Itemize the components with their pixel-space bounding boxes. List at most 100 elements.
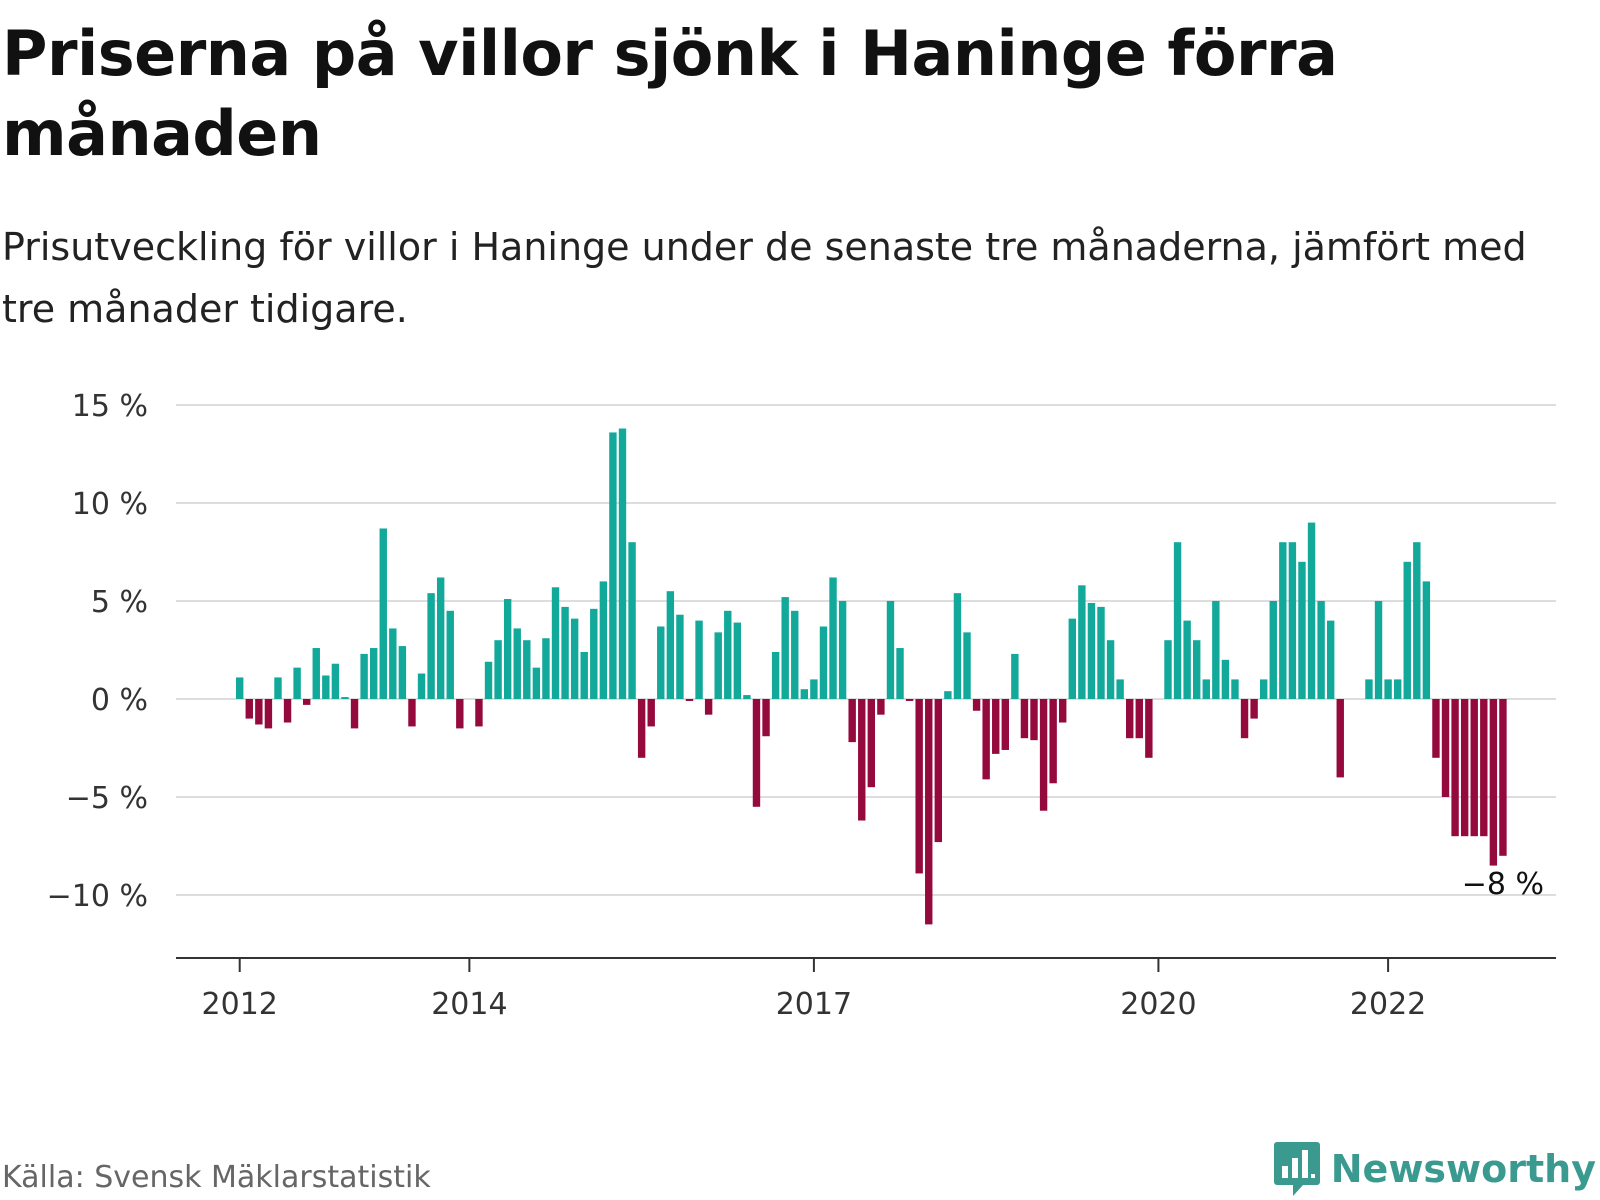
bar [1489, 699, 1498, 866]
bar [283, 699, 292, 723]
bar [1269, 601, 1277, 699]
bar [781, 597, 789, 699]
bar [1135, 699, 1143, 739]
bar [1470, 699, 1478, 837]
bar [1460, 699, 1469, 837]
bar [1240, 699, 1249, 739]
bar [532, 667, 541, 699]
bar [1049, 699, 1057, 784]
bar [1221, 659, 1230, 699]
bar [302, 699, 311, 705]
bar [618, 428, 627, 699]
bar [1020, 699, 1029, 739]
bar [1480, 699, 1488, 837]
bar [771, 651, 780, 699]
data-labels: −8 % [1462, 867, 1544, 902]
bar [1183, 620, 1191, 699]
bar [551, 587, 560, 699]
y-axis-ticks: 15 % 10 % 5 % 0 % −5 % −10 % [47, 389, 148, 914]
x-tick-label: 2020 [1120, 987, 1196, 1020]
x-tick-label: 2017 [776, 987, 852, 1020]
bar [1164, 640, 1172, 699]
x-tick-label: 2014 [431, 987, 507, 1020]
bar [1413, 542, 1421, 699]
bar [609, 432, 617, 699]
bar [1288, 542, 1297, 699]
bar [312, 648, 320, 699]
chart-subtitle: Prisutveckling för villor i Haninge unde… [2, 225, 1527, 331]
x-tick-label: 2022 [1350, 987, 1426, 1020]
bars [236, 428, 1507, 925]
bar [1106, 640, 1115, 699]
bar [1384, 679, 1392, 699]
bar [982, 699, 990, 780]
bar [1259, 679, 1268, 699]
bar [685, 699, 694, 701]
bar [915, 699, 923, 874]
bar [743, 695, 751, 699]
bar [561, 606, 569, 699]
bar [456, 699, 464, 729]
bar [1336, 699, 1344, 778]
bar [1307, 522, 1316, 699]
bar [398, 646, 407, 699]
bar [1212, 601, 1220, 699]
bar [1193, 640, 1201, 699]
bar [1030, 699, 1038, 741]
bar [724, 610, 732, 699]
bar [944, 691, 952, 699]
bar [446, 610, 454, 699]
bar [1393, 679, 1402, 699]
y-tick-label: −5 % [66, 781, 148, 816]
bar [637, 699, 646, 758]
bar [992, 699, 1000, 754]
x-axis: 2012 2014 2017 2020 2022 [176, 957, 1556, 1020]
bar [236, 677, 244, 699]
bar [293, 667, 301, 699]
bar [484, 661, 493, 699]
bar [1441, 699, 1450, 797]
bar [1231, 679, 1239, 699]
bar [877, 699, 885, 715]
bar [1451, 699, 1459, 837]
bar [427, 593, 435, 699]
bar [1374, 601, 1383, 699]
y-tick-label: 5 % [91, 585, 148, 620]
bar [417, 673, 426, 699]
bar [1116, 679, 1124, 699]
bar [322, 675, 330, 699]
brand-logo: Newsworthy [1273, 1140, 1596, 1198]
bar [599, 581, 608, 699]
bar [350, 699, 359, 729]
bar [925, 699, 933, 925]
bar [1078, 585, 1086, 699]
bar [676, 614, 684, 699]
bar [503, 599, 512, 699]
bar [245, 699, 253, 719]
bar [1068, 618, 1076, 699]
bar [1326, 620, 1335, 699]
bar [542, 638, 550, 699]
bar [963, 632, 971, 699]
bar [389, 628, 397, 699]
bar [896, 648, 904, 699]
bar [733, 622, 742, 699]
bar [647, 699, 655, 727]
bar [838, 601, 847, 699]
bar [331, 663, 340, 699]
chart-title: Priserna på villor sjönk i Haninge förra… [2, 17, 1338, 170]
bar [810, 679, 818, 699]
y-tick-label: −10 % [47, 879, 148, 914]
newsworthy-logo-icon [1273, 1142, 1320, 1196]
bar [360, 653, 368, 699]
bar [972, 699, 981, 711]
bar [800, 689, 809, 699]
bar [523, 640, 531, 699]
bar [704, 699, 713, 715]
bar [762, 699, 770, 737]
bar [695, 620, 703, 699]
bar [580, 651, 588, 699]
last-value-label: −8 % [1462, 867, 1544, 902]
bar [1126, 699, 1134, 739]
source-note: Källa: Svensk Mäklarstatistik [2, 1160, 431, 1195]
